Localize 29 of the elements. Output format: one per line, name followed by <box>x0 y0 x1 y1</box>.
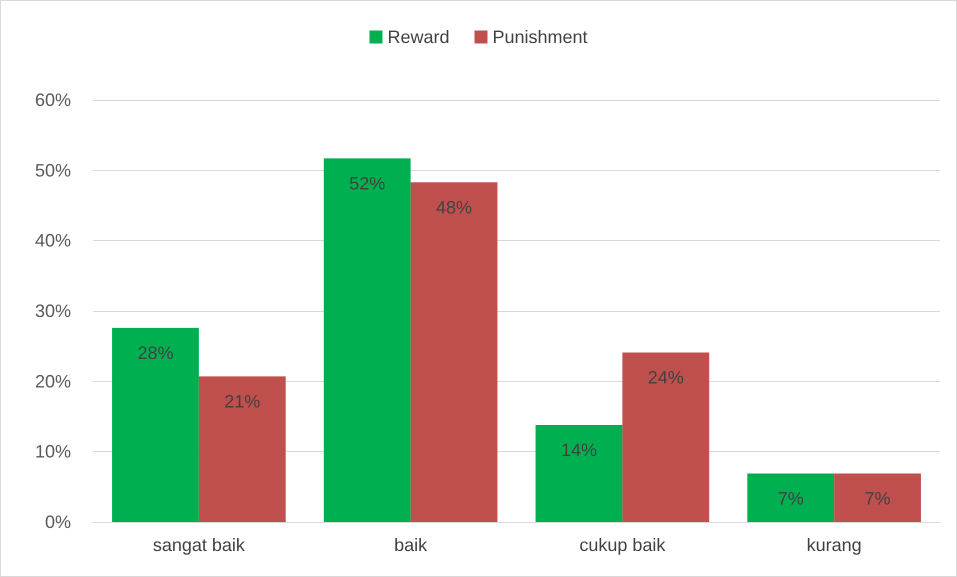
bar <box>622 352 710 522</box>
bar <box>834 473 921 522</box>
data-label: 24% <box>648 367 684 388</box>
x-tick-label: kurang <box>806 535 862 555</box>
bar <box>324 158 411 522</box>
bar <box>198 376 286 522</box>
bar <box>112 328 199 522</box>
data-label: 48% <box>436 197 472 218</box>
legend-label: Reward <box>387 27 450 47</box>
bar <box>410 182 498 522</box>
y-tick-label: 10% <box>34 442 71 462</box>
bar <box>536 424 622 522</box>
y-tick-label: 60% <box>34 90 71 110</box>
y-tick-label: 0% <box>44 512 71 532</box>
data-label: 21% <box>224 391 260 412</box>
x-tick-label: baik <box>394 535 428 555</box>
legend-label: Punishment <box>492 27 588 47</box>
y-tick-label: 40% <box>34 230 71 251</box>
data-label: 52% <box>349 173 386 194</box>
y-tick-label: 20% <box>34 371 71 392</box>
data-label: 7% <box>864 488 891 508</box>
data-label: 7% <box>778 488 804 508</box>
x-tick-label: cukup baik <box>579 535 666 555</box>
bar <box>747 473 834 522</box>
x-tick-label: sangat baik <box>152 535 246 555</box>
y-tick-label: 50% <box>34 160 71 180</box>
data-label: 14% <box>560 440 597 460</box>
y-tick-label: 30% <box>34 301 71 321</box>
data-label: 28% <box>137 342 174 363</box>
